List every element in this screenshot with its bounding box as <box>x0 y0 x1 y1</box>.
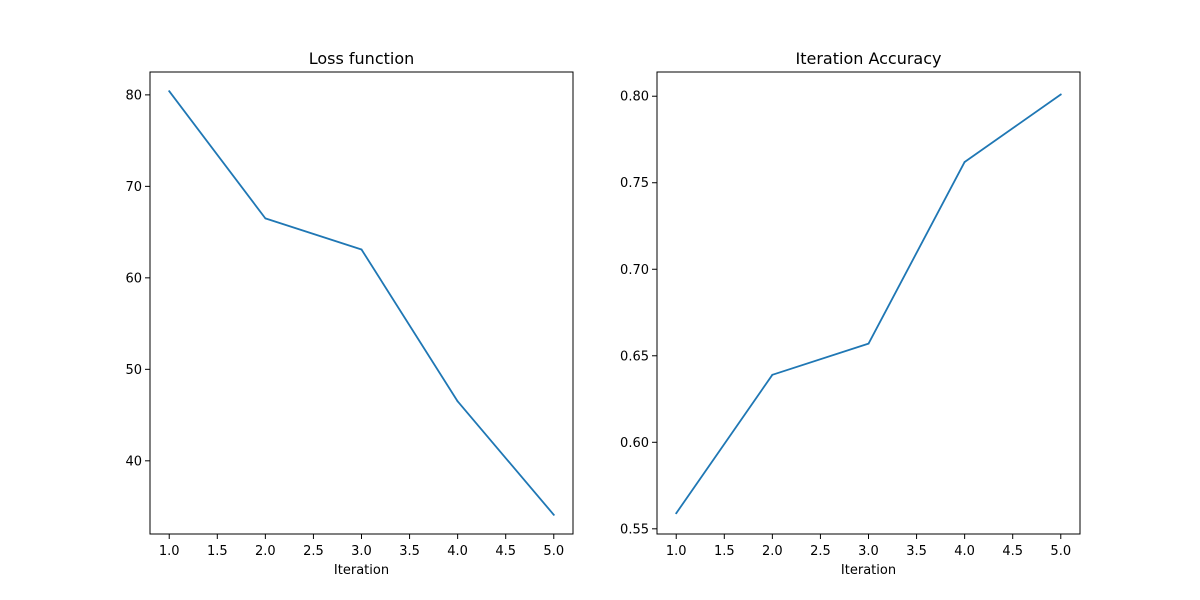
y-tick-label: 70 <box>125 180 142 195</box>
axes-frame <box>656 71 1081 535</box>
x-tick-label: 4.0 <box>954 544 975 559</box>
x-tick-label: 1.0 <box>159 544 180 559</box>
x-tick-label: 1.0 <box>666 544 687 559</box>
data-point <box>168 90 171 93</box>
plot-area: 1.0 1.5 2.0 2.5 3.0 3.5 4.0 4.5 5.0 0.55 0.60 0.65 0… <box>620 90 1071 559</box>
x-tick-label: 2.5 <box>303 544 324 559</box>
x-tick-label: 5.0 <box>543 544 564 559</box>
x-tick-label: 1.5 <box>207 544 228 559</box>
data-point <box>1059 93 1062 96</box>
chart-title: Loss function <box>309 49 415 68</box>
y-tick-label: 0.55 <box>620 522 649 537</box>
x-tick-label: 4.5 <box>495 544 516 559</box>
data-point <box>867 342 870 345</box>
data-point <box>675 512 678 515</box>
y-tick-label: 0.65 <box>620 349 649 364</box>
x-axis-label: Iteration <box>841 563 896 578</box>
data-point <box>456 400 459 403</box>
x-tick-label: 3.0 <box>858 544 879 559</box>
x-tick-label: 3.5 <box>399 544 420 559</box>
y-tick-label: 80 <box>125 88 142 103</box>
y-tick-label: 40 <box>125 454 142 469</box>
y-tick-label: 0.75 <box>620 176 649 191</box>
x-tick-label: 3.5 <box>906 544 927 559</box>
data-point <box>264 217 267 220</box>
accuracy-chart: Iteration Accuracy 1.0 1.5 2.0 2.5 3.0 3.5 4.0… <box>620 49 1081 578</box>
y-tick-label: 0.70 <box>620 263 649 278</box>
axes-frame <box>149 71 574 535</box>
x-tick-label: 1.5 <box>714 544 735 559</box>
y-tick-label: 0.60 <box>620 436 649 451</box>
data-point <box>360 248 363 251</box>
data-point <box>552 513 555 516</box>
y-tick-label: 0.80 <box>620 90 649 105</box>
data-point <box>963 161 966 163</box>
x-tick-label: 3.0 <box>351 544 372 559</box>
x-tick-label: 2.5 <box>810 544 831 559</box>
x-tick-label: 4.0 <box>447 544 468 559</box>
x-tick-label: 4.5 <box>1002 544 1023 559</box>
x-axis-label: Iteration <box>334 563 389 578</box>
loss-chart: Loss function 1.0 1.5 2.0 2.5 3.0 3.5 4.0 4.5 5.… <box>125 49 574 578</box>
plot-area: 1.0 1.5 2.0 2.5 3.0 3.5 4.0 4.5 5.0 40 50 60 70 80 <box>125 88 564 559</box>
y-tick-label: 50 <box>125 363 142 378</box>
chart-title: Iteration Accuracy <box>796 49 942 68</box>
x-tick-label: 5.0 <box>1050 544 1071 559</box>
x-tick-label: 2.0 <box>255 544 276 559</box>
y-tick-label: 60 <box>125 271 142 286</box>
x-tick-label: 2.0 <box>762 544 783 559</box>
data-point <box>771 373 774 376</box>
